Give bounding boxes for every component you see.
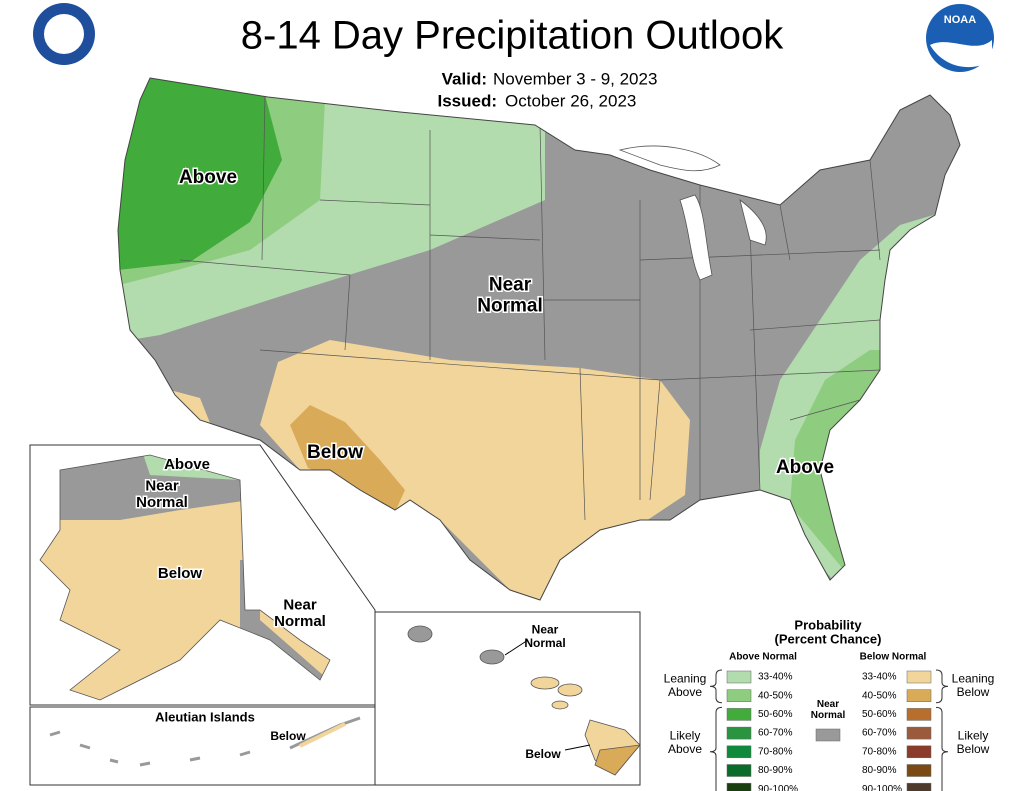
noaa-logo-text: NOAA: [944, 14, 976, 26]
legend-group: Leaning: [664, 672, 707, 686]
legend-swatch: [726, 782, 752, 791]
legend-brace: [709, 669, 723, 704]
map-label: Above: [164, 456, 210, 473]
legend-brace: [935, 706, 949, 791]
legend-range: 50-60%: [862, 709, 897, 720]
above-50-area: [118, 78, 282, 272]
aleutian-islands: [49, 716, 361, 767]
legend-heading: Below Normal: [860, 652, 927, 663]
leader-line: [504, 639, 591, 751]
legend-group: Below: [957, 685, 990, 699]
legend-range: 60-70%: [862, 728, 897, 739]
legend-swatch: [906, 745, 932, 759]
legend-swatch: [906, 764, 932, 777]
legend-group: Above: [668, 685, 702, 699]
legend-swatch: [726, 726, 752, 740]
legend-group: Likely: [670, 729, 701, 743]
legend-title: (Percent Chance): [775, 632, 882, 647]
legend-range: 50-60%: [758, 709, 793, 720]
legend-title: Probability: [794, 617, 862, 632]
issued-date: October 26, 2023: [505, 91, 636, 110]
state-lines: [179, 94, 881, 521]
below-40-area: [290, 405, 405, 512]
legend-swatch: [815, 728, 841, 742]
map-label: Below: [158, 565, 203, 582]
labels: AboveNearNormalBelowAboveAboveNearNormal…: [135, 166, 836, 762]
aleutian-title: Aleutian Islands: [155, 709, 255, 724]
legend-range: 33-40%: [758, 672, 793, 683]
legend-group: Below: [957, 742, 990, 756]
legend-brace: [709, 706, 723, 791]
legend-swatch: [906, 782, 932, 791]
legend-swatch: [726, 708, 752, 721]
legend-swatch: [726, 764, 752, 777]
legend-swatch: [726, 745, 752, 759]
map-label: Above: [776, 457, 834, 478]
legend-near: Near: [817, 699, 839, 710]
map-label: Normal: [274, 613, 326, 630]
conus-outline: [117, 77, 961, 601]
map-label: Normal: [477, 295, 542, 316]
legend-swatch: [906, 670, 932, 684]
legend-swatch: [906, 689, 932, 702]
legend-range: 33-40%: [862, 672, 897, 683]
valid-label: Valid:: [442, 69, 487, 88]
legend-range: 40-50%: [862, 690, 897, 701]
map-label: Above: [179, 167, 237, 188]
legend-range: 90-100%: [862, 784, 902, 791]
map-label: Below: [270, 729, 306, 743]
noaa-logo: [930, 40, 992, 68]
issued-label: Issued:: [437, 91, 497, 110]
map-label: Near: [145, 478, 179, 495]
legend-near: Normal: [811, 710, 846, 721]
hawaii: [407, 625, 641, 776]
title: 8-14 Day Precipitation Outlook: [241, 14, 785, 58]
legend-range: 90-100%: [758, 784, 798, 791]
legend-range: 70-80%: [758, 746, 793, 757]
legend-range: 80-90%: [862, 765, 897, 776]
commerce-logo: [44, 14, 84, 54]
legend-range: 80-90%: [758, 765, 793, 776]
map-label: Below: [525, 747, 561, 761]
legend-brace: [935, 669, 949, 704]
legend-range: 60-70%: [758, 728, 793, 739]
legend-group: Likely: [958, 729, 989, 743]
map-label: Normal: [524, 636, 565, 650]
map-label: Near: [489, 275, 532, 296]
alaska-outline: [39, 454, 331, 701]
legend-swatch: [906, 708, 932, 721]
legend-swatch: [906, 726, 932, 740]
map-label: Near: [532, 623, 559, 637]
legend-swatch: [726, 689, 752, 702]
map-label: Near: [283, 597, 317, 614]
legend-heading: Above Normal: [729, 652, 797, 663]
map-label: Normal: [136, 494, 188, 511]
valid-date: November 3 - 9, 2023: [493, 69, 657, 88]
below-33-area: [260, 340, 690, 600]
legend-swatch: [726, 670, 752, 684]
legend-group: Leaning: [952, 672, 995, 686]
legend-range: 70-80%: [862, 746, 897, 757]
legend-range: 40-50%: [758, 690, 793, 701]
legend-group: Above: [668, 742, 702, 756]
below-33-area: [299, 722, 346, 748]
great-lakes: [618, 145, 767, 281]
legend: Probability(Percent Chance) Above Normal B…: [664, 617, 995, 791]
map-label: Below: [307, 442, 363, 463]
